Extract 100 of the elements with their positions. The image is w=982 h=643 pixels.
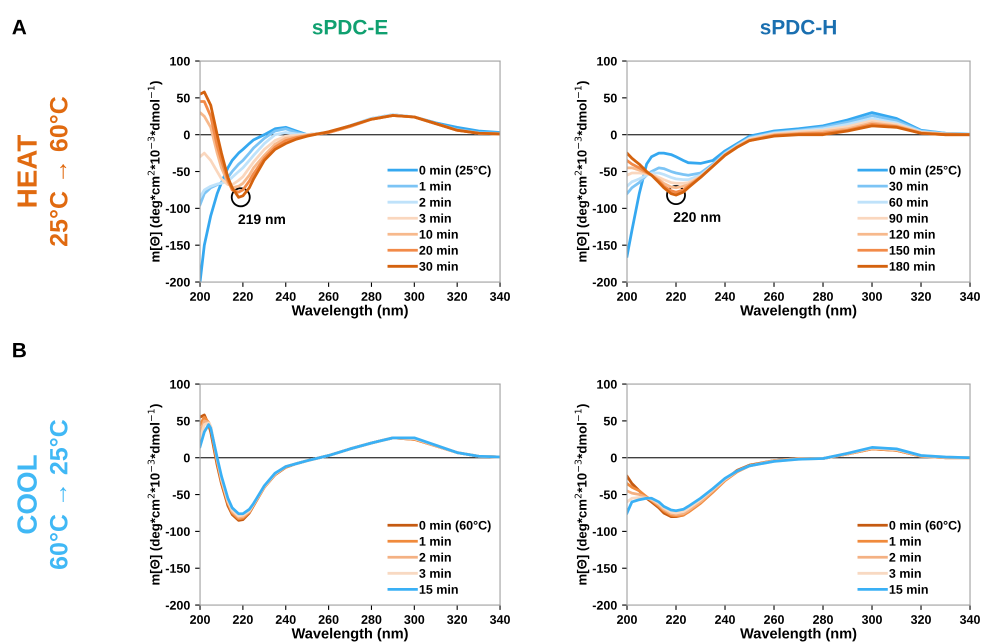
x-tick-label: 320 bbox=[910, 615, 931, 624]
legend-label: 2 min bbox=[889, 552, 921, 562]
text: 25°C → 60°C bbox=[50, 96, 68, 246]
chart-title: sPDC-E bbox=[312, 20, 388, 35]
y-tick-label: -100 bbox=[592, 204, 617, 214]
text: HEAT bbox=[18, 135, 37, 206]
y-tick-label: -200 bbox=[166, 600, 190, 610]
legend-label: 0 min (60°C) bbox=[419, 520, 491, 532]
x-tick-label: 260 bbox=[318, 292, 339, 301]
annotation: 220 nm bbox=[674, 212, 720, 222]
x-tick-label: 220 bbox=[666, 292, 686, 301]
y-tick-label: -200 bbox=[166, 278, 190, 287]
y-tick-label: -150 bbox=[166, 240, 190, 250]
y-tick-label: -50 bbox=[172, 490, 190, 500]
x-tick-label: 220 bbox=[666, 615, 686, 624]
text: COOL bbox=[17, 455, 37, 534]
x-tick-label: 240 bbox=[715, 615, 735, 624]
legend-label: 0 min (25°C) bbox=[889, 165, 961, 178]
y-tick-label: -150 bbox=[592, 240, 617, 250]
x-tick-label: 320 bbox=[447, 292, 468, 301]
x-tick-label: 200 bbox=[190, 615, 210, 624]
x-tick-label: 240 bbox=[715, 292, 735, 301]
y-axis-title: m[Θ] (deg*cm$^{2}$*10$^{−3}$*dmol$^{−1}$) bbox=[148, 81, 162, 262]
legend-label: 3 min bbox=[419, 568, 451, 578]
y-tick-label: 100 bbox=[170, 56, 190, 66]
x-tick-label: 300 bbox=[404, 292, 424, 301]
y-tick-label: -200 bbox=[592, 278, 617, 287]
x-tick-label: 340 bbox=[960, 615, 980, 624]
x-tick-label: 240 bbox=[276, 615, 296, 624]
legend-label: 15 min bbox=[420, 584, 458, 594]
x-tick-label: 280 bbox=[813, 615, 833, 624]
x-tick-label: 260 bbox=[764, 615, 784, 624]
y-axis-title: m[Θ] (deg*cm$^{2}$*10$^{−3}$*dmol$^{−1}$) bbox=[148, 404, 162, 585]
y-tick-label: -150 bbox=[166, 564, 190, 573]
x-tick-label: 300 bbox=[862, 615, 882, 624]
legend-label: 60 min bbox=[889, 198, 928, 207]
x-tick-label: 340 bbox=[490, 292, 510, 301]
legend-label: 120 min bbox=[890, 230, 935, 239]
x-axis-title: Wavelength (nm) bbox=[292, 304, 408, 318]
y-tick-label: 100 bbox=[597, 380, 617, 389]
y-tick-label: -100 bbox=[166, 204, 190, 214]
legend-label: 1 min bbox=[420, 181, 451, 191]
y-tick-label: -50 bbox=[600, 490, 617, 500]
y-tick-label: 50 bbox=[176, 416, 190, 426]
x-tick-label: 200 bbox=[617, 615, 637, 624]
legend-label: 15 min bbox=[890, 584, 928, 594]
x-tick-label: 220 bbox=[232, 292, 253, 301]
text: B bbox=[13, 342, 26, 358]
x-axis-title: Wavelength (nm) bbox=[292, 628, 408, 642]
chart-title: sPDC-H bbox=[760, 20, 836, 35]
x-tick-label: 300 bbox=[862, 292, 882, 301]
x-tick-label: 240 bbox=[276, 292, 296, 301]
x-axis-title: Wavelength (nm) bbox=[740, 628, 856, 642]
text: 60°C → 25°C bbox=[50, 420, 68, 569]
x-tick-label: 280 bbox=[361, 292, 382, 301]
x-tick-label: 220 bbox=[232, 615, 253, 624]
y-tick-label: -50 bbox=[172, 167, 190, 176]
y-tick-label: 50 bbox=[604, 416, 617, 426]
legend-label: 3 min bbox=[889, 568, 921, 578]
x-tick-label: 340 bbox=[490, 615, 510, 624]
y-tick-label: -200 bbox=[592, 600, 617, 610]
y-tick-label: 100 bbox=[170, 380, 190, 389]
x-axis-title: Wavelength (nm) bbox=[740, 304, 856, 318]
legend-label: 30 min bbox=[419, 262, 458, 271]
legend-label: 1 min bbox=[890, 536, 921, 546]
legend-label: 20 min bbox=[419, 246, 458, 255]
x-tick-label: 300 bbox=[404, 615, 424, 624]
y-tick-label: 50 bbox=[176, 94, 190, 103]
y-tick-label: 0 bbox=[184, 454, 190, 462]
y-tick-label: -150 bbox=[592, 564, 617, 573]
x-tick-label: 280 bbox=[813, 292, 833, 301]
legend-label: 2 min bbox=[419, 552, 451, 562]
x-tick-label: 340 bbox=[960, 292, 980, 301]
legend-label: 1 min bbox=[420, 536, 451, 546]
legend-label: 30 min bbox=[889, 181, 928, 191]
x-tick-label: 320 bbox=[910, 292, 931, 301]
x-tick-label: 320 bbox=[447, 615, 468, 624]
legend-label: 0 min (60°C) bbox=[889, 520, 961, 532]
annotation: 219 nm bbox=[238, 214, 285, 224]
legend-label: 90 min bbox=[889, 214, 928, 223]
x-tick-label: 200 bbox=[617, 292, 637, 301]
y-tick-label: 50 bbox=[604, 94, 617, 103]
legend-label: 180 min bbox=[890, 262, 935, 271]
y-tick-label: -100 bbox=[592, 527, 617, 536]
y-tick-label: 0 bbox=[610, 454, 617, 462]
legend-label: 2 min bbox=[419, 198, 451, 207]
y-tick-label: 0 bbox=[184, 130, 190, 140]
legend-label: 3 min bbox=[419, 214, 451, 223]
y-tick-label: -50 bbox=[600, 167, 617, 176]
x-tick-label: 260 bbox=[318, 615, 339, 624]
legend-label: 0 min (25°C) bbox=[419, 165, 491, 178]
y-axis-title: m[Θ] (deg*cm$^{2}$*10$^{−3}$*dmol$^{−1}$) bbox=[574, 404, 590, 585]
x-tick-label: 280 bbox=[361, 615, 382, 624]
y-tick-label: 0 bbox=[610, 130, 617, 140]
legend-label: 150 min bbox=[890, 246, 935, 255]
text: A bbox=[12, 20, 26, 34]
y-axis-title: m[Θ] (deg*cm$^{2}$*10$^{−3}$*dmol$^{−1}$) bbox=[574, 81, 590, 262]
y-tick-label: -100 bbox=[166, 527, 190, 536]
x-tick-label: 260 bbox=[764, 292, 784, 301]
legend-label: 10 min bbox=[420, 230, 458, 239]
